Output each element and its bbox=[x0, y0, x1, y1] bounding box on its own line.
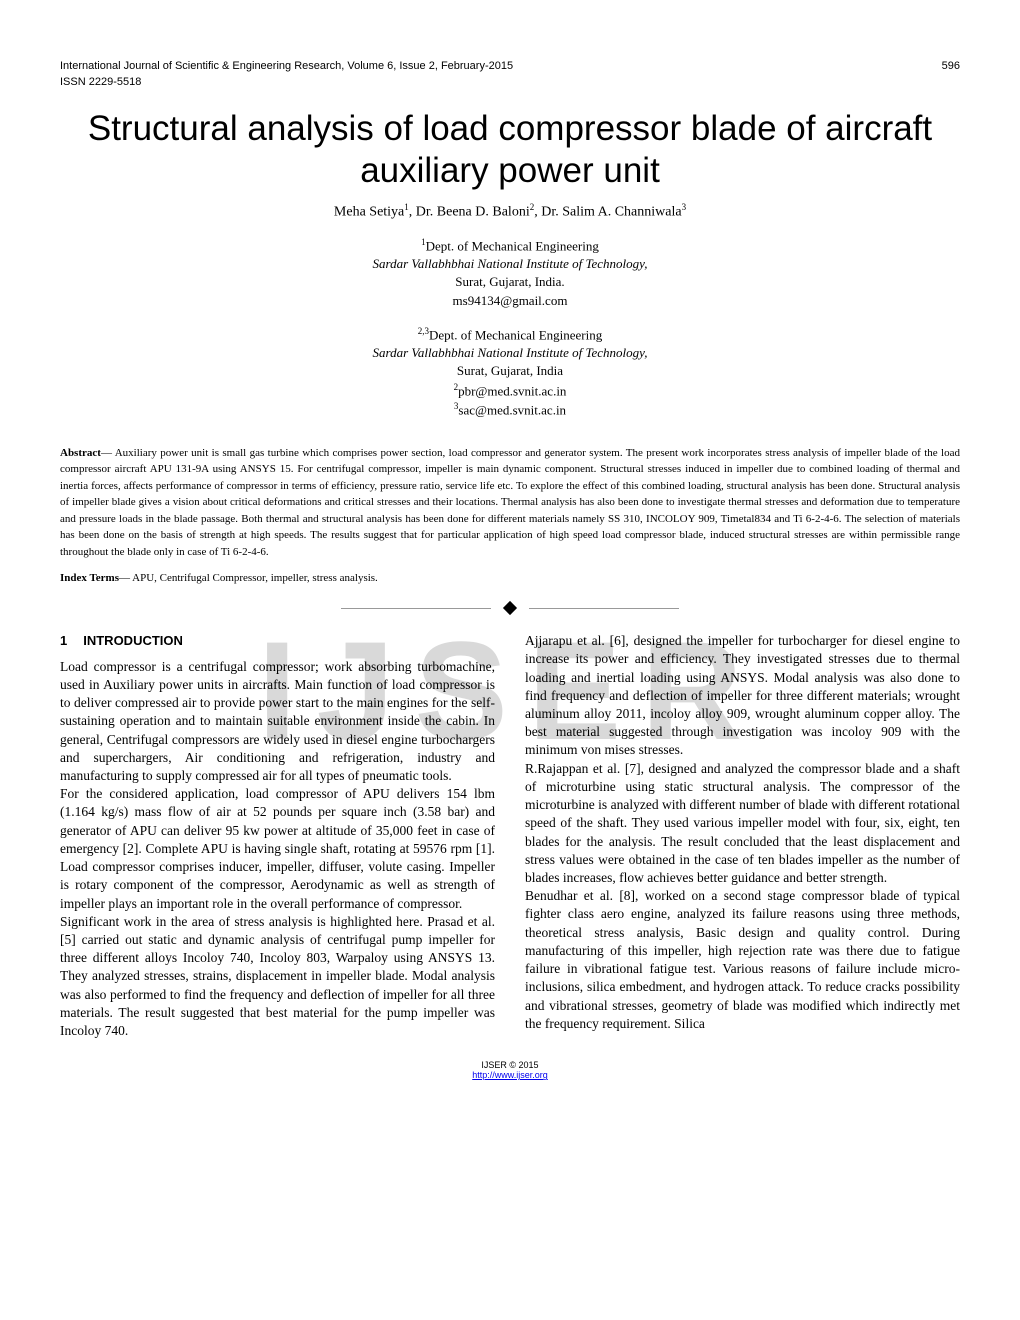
footer: IJSER © 2015 http://www.ijser.org bbox=[60, 1060, 960, 1080]
section-heading-1: 1INTRODUCTION bbox=[60, 632, 495, 650]
index-terms-text: — APU, Centrifugal Compressor, impeller,… bbox=[119, 572, 378, 584]
footer-copyright: IJSER © 2015 bbox=[481, 1060, 538, 1070]
two-column-body: 1INTRODUCTION Load compressor is a centr… bbox=[60, 632, 960, 1040]
issn: ISSN 2229-5518 bbox=[60, 76, 960, 88]
right-column: Ajjarapu et al. [6], designed the impell… bbox=[525, 632, 960, 1040]
abstract-label: Abstract bbox=[60, 447, 101, 459]
paper-title: Structural analysis of load compressor b… bbox=[60, 108, 960, 192]
right-column-text: Ajjarapu et al. [6], designed the impell… bbox=[525, 632, 960, 1033]
affiliation-1: 1Dept. of Mechanical Engineering Sardar … bbox=[60, 236, 960, 310]
left-column: 1INTRODUCTION Load compressor is a centr… bbox=[60, 632, 495, 1040]
journal-name: International Journal of Scientific & En… bbox=[60, 60, 513, 72]
separator bbox=[60, 599, 960, 617]
left-column-text: Load compressor is a centrifugal compres… bbox=[60, 658, 495, 1041]
affiliation-2: 2,3Dept. of Mechanical Engineering Sarda… bbox=[60, 325, 960, 420]
index-terms: Index Terms— APU, Centrifugal Compressor… bbox=[60, 572, 960, 584]
page-number: 596 bbox=[942, 60, 960, 72]
abstract-text: — Auxiliary power unit is small gas turb… bbox=[60, 447, 960, 558]
index-terms-label: Index Terms bbox=[60, 572, 119, 584]
authors: Meha Setiya1, Dr. Beena D. Baloni2, Dr. … bbox=[60, 202, 960, 221]
footer-link[interactable]: http://www.ijser.org bbox=[472, 1070, 548, 1080]
abstract: Abstract— Auxiliary power unit is small … bbox=[60, 445, 960, 561]
journal-header: International Journal of Scientific & En… bbox=[60, 60, 960, 72]
diamond-icon bbox=[503, 601, 517, 615]
